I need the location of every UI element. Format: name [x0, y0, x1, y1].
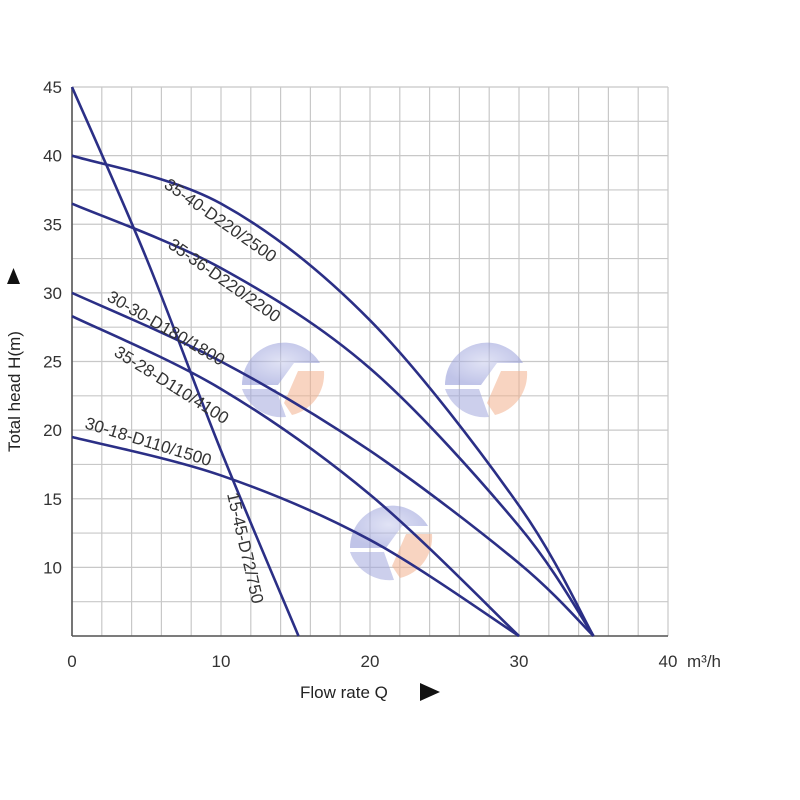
series-line [70, 86, 300, 637]
x-unit-label: m³/h [687, 652, 721, 671]
series-label: 30-18-D110/1500 [83, 414, 214, 470]
axis-ticks: 10 15 20 25 30 35 40 45 0 10 20 30 40 m³/h [43, 78, 721, 671]
x-tick-label: 30 [510, 652, 529, 671]
y-tick-label: 15 [43, 490, 62, 509]
y-tick-label: 25 [43, 353, 62, 372]
series-line [71, 154, 595, 637]
series-line [71, 435, 520, 638]
y-tick-label: 45 [43, 78, 62, 97]
watermark-logo [349, 505, 433, 581]
y-axis-title: Total head H(m) [5, 331, 24, 452]
watermark-logo [444, 342, 528, 418]
x-axis-title: Flow rate Q [300, 683, 388, 702]
series-line [71, 291, 595, 637]
x-tick-label: 10 [212, 652, 231, 671]
y-axis-arrow-icon [7, 268, 20, 284]
y-tick-label: 35 [43, 215, 62, 234]
y-tick-label: 10 [43, 558, 62, 577]
y-tick-label: 30 [43, 284, 62, 303]
x-axis-arrow-icon [420, 683, 440, 701]
x-tick-label: 40 [659, 652, 678, 671]
x-tick-label: 0 [67, 652, 76, 671]
series-line [71, 315, 520, 637]
watermark-logos [241, 342, 528, 581]
y-tick-label: 20 [43, 421, 62, 440]
y-tick-label: 40 [43, 147, 62, 166]
x-tick-label: 20 [361, 652, 380, 671]
pump-curves [70, 86, 595, 638]
series-line [71, 202, 595, 637]
